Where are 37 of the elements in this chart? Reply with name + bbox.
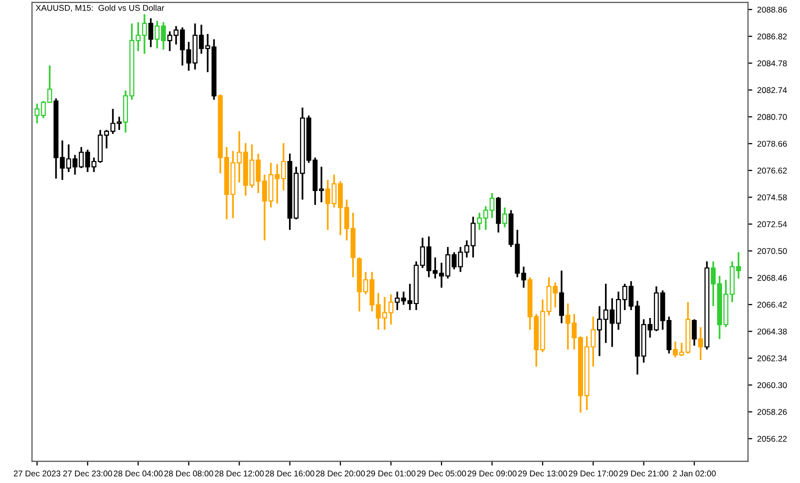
y-tick-label: 2074.58 [757, 194, 787, 200]
x-tick-label: 29 Dec 05:00 [417, 470, 466, 476]
y-tick-label: 2062.34 [757, 355, 787, 362]
y-tick-label: 2088.86 [757, 6, 787, 13]
y-tick-label: 2056.22 [757, 436, 787, 442]
x-tick-label: 29 Dec 01:00 [366, 470, 416, 476]
y-tick-label: 2068.46 [757, 274, 787, 281]
candlestick [502, 206, 508, 228]
chart-title: XAUUSD, M15: Gold vs US Dollar [36, 4, 164, 12]
x-tick-label: 28 Dec 20:00 [316, 470, 365, 476]
x-tick-label: 2 Jan 02:00 [672, 470, 716, 476]
x-tick-label: 28 Dec 04:00 [114, 470, 163, 476]
candlestick [559, 270, 564, 324]
candlestick [692, 318, 697, 346]
x-tick-label: 28 Dec 16:00 [265, 470, 314, 476]
y-tick-label: 2058.26 [757, 409, 787, 415]
x-tick-label: 29 Dec 09:00 [468, 470, 517, 476]
x-tick-label: 29 Dec 21:00 [619, 470, 668, 476]
y-tick-label: 2066.42 [757, 302, 787, 308]
x-tick-label: 27 Dec 2023 [14, 470, 60, 476]
y-tick-label: 2076.62 [757, 168, 787, 174]
x-tick-label: 29 Dec 17:00 [568, 470, 618, 476]
y-tick-label: 2072.54 [757, 221, 787, 228]
candlestick [698, 326, 704, 361]
x-tick-label: 29 Dec 13:00 [518, 470, 568, 476]
x-tick-label: 28 Dec 08:00 [164, 470, 214, 476]
y-tick-label: 2070.50 [757, 248, 787, 254]
y-tick-label: 2086.82 [757, 34, 787, 40]
x-tick-label: 27 Dec 23:00 [63, 470, 112, 476]
y-tick-label: 2084.78 [757, 60, 787, 66]
y-tick-label: 2060.30 [757, 382, 787, 388]
x-tick-label: 28 Dec 12:00 [214, 470, 264, 476]
y-tick-label: 2064.38 [757, 328, 787, 334]
candlestick [148, 17, 154, 48]
y-tick-label: 2082.74 [757, 87, 787, 94]
y-tick-label: 2078.66 [757, 140, 787, 147]
y-tick-label: 2080.70 [757, 114, 787, 120]
